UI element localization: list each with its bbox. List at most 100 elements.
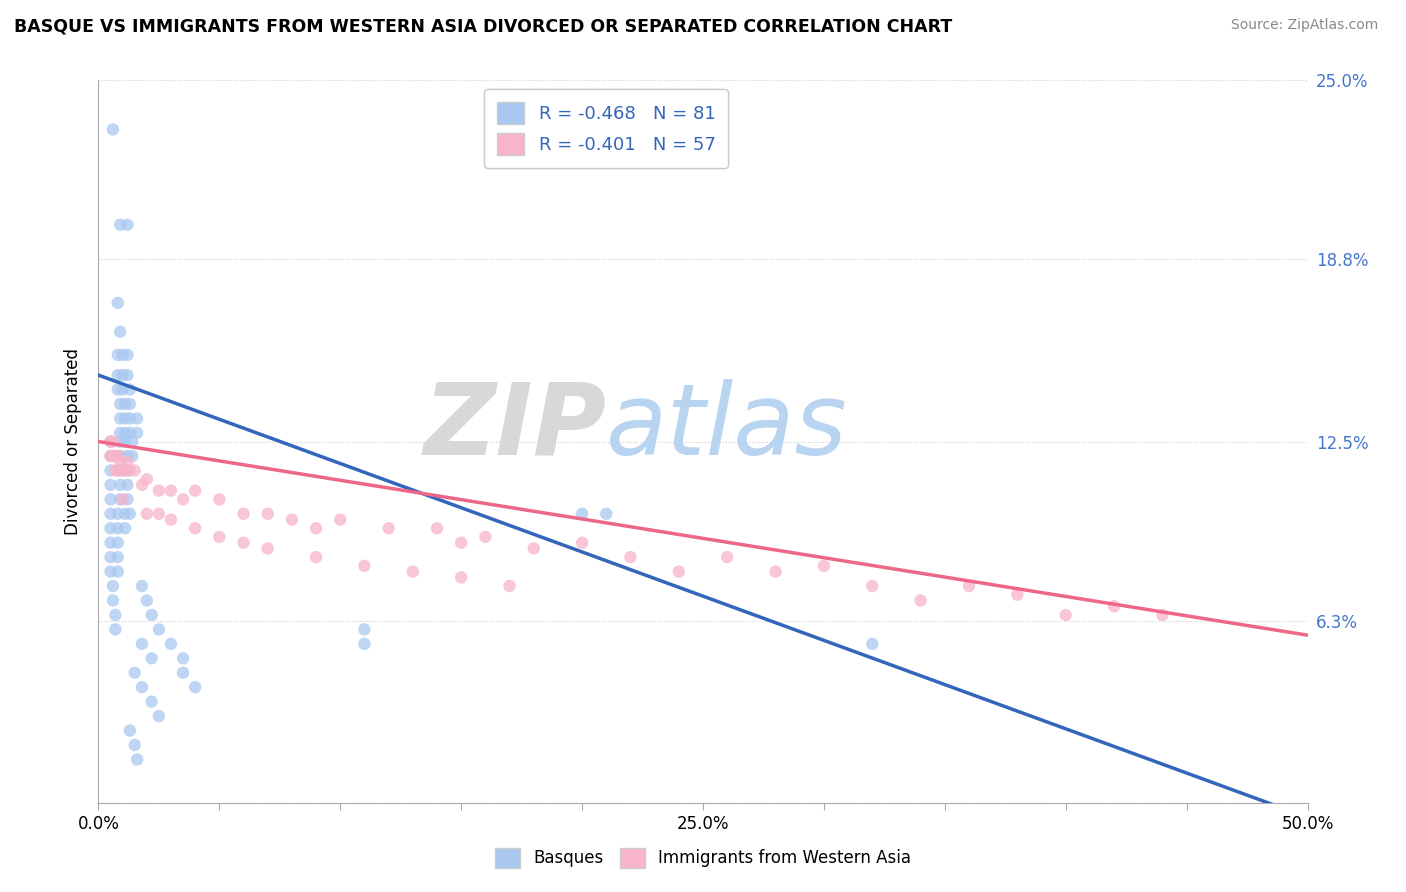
Point	[108, 434, 131, 449]
Point	[571, 507, 593, 521]
Point	[107, 368, 129, 382]
Point	[141, 607, 163, 622]
Point	[104, 623, 127, 637]
Point	[1152, 607, 1174, 622]
Point	[114, 521, 136, 535]
Point	[716, 550, 738, 565]
Point	[131, 579, 153, 593]
Point	[107, 348, 129, 362]
Point	[124, 665, 146, 680]
Point	[498, 579, 520, 593]
Point	[450, 535, 472, 549]
Point	[184, 680, 207, 694]
Point	[114, 463, 136, 477]
Point	[172, 665, 194, 680]
Point	[305, 521, 328, 535]
Point	[117, 478, 139, 492]
Point	[860, 579, 883, 593]
Point	[121, 434, 143, 449]
Point	[141, 695, 163, 709]
Point	[107, 521, 129, 535]
Point	[117, 492, 139, 507]
Point	[135, 472, 157, 486]
Point	[100, 434, 122, 449]
Point	[111, 463, 134, 477]
Point	[114, 425, 136, 440]
Point	[208, 530, 231, 544]
Point	[256, 541, 278, 556]
Point	[124, 738, 146, 752]
Point	[135, 507, 157, 521]
Point	[127, 425, 149, 440]
Point	[101, 579, 124, 593]
Point	[353, 623, 375, 637]
Point	[108, 455, 131, 469]
Y-axis label: Divorced or Separated: Divorced or Separated	[65, 348, 83, 535]
Point	[353, 637, 375, 651]
Point	[571, 535, 593, 549]
Point	[208, 492, 231, 507]
Point	[104, 607, 127, 622]
Point	[148, 623, 170, 637]
Point	[108, 218, 131, 232]
Point	[104, 449, 127, 463]
Point	[100, 449, 122, 463]
Point	[111, 383, 134, 397]
Point	[118, 397, 141, 411]
Point	[100, 507, 122, 521]
Point	[1007, 588, 1029, 602]
Point	[100, 463, 122, 477]
Point	[184, 483, 207, 498]
Point	[100, 521, 122, 535]
Point	[111, 348, 134, 362]
Legend: R = -0.468   N = 81, R = -0.401   N = 57: R = -0.468 N = 81, R = -0.401 N = 57	[485, 89, 728, 168]
Point	[131, 680, 153, 694]
Point	[305, 550, 328, 565]
Point	[121, 449, 143, 463]
Point	[131, 637, 153, 651]
Text: atlas: atlas	[606, 378, 848, 475]
Point	[118, 411, 141, 425]
Point	[131, 478, 153, 492]
Point	[114, 397, 136, 411]
Text: Source: ZipAtlas.com: Source: ZipAtlas.com	[1230, 18, 1378, 32]
Point	[910, 593, 932, 607]
Point	[160, 637, 183, 651]
Point	[117, 449, 139, 463]
Point	[101, 593, 124, 607]
Point	[114, 507, 136, 521]
Point	[474, 530, 496, 544]
Point	[107, 463, 129, 477]
Point	[117, 368, 139, 382]
Point	[256, 507, 278, 521]
Point	[118, 463, 141, 477]
Point	[124, 463, 146, 477]
Point	[135, 593, 157, 607]
Point	[101, 449, 124, 463]
Point	[111, 492, 134, 507]
Point	[160, 483, 183, 498]
Point	[668, 565, 690, 579]
Point	[117, 463, 139, 477]
Point	[1054, 607, 1077, 622]
Point	[100, 565, 122, 579]
Point	[860, 637, 883, 651]
Point	[108, 449, 131, 463]
Point	[148, 483, 170, 498]
Point	[172, 651, 194, 665]
Point	[108, 463, 131, 477]
Point	[353, 558, 375, 573]
Point	[108, 325, 131, 339]
Point	[118, 723, 141, 738]
Point	[117, 218, 139, 232]
Point	[117, 348, 139, 362]
Point	[184, 521, 207, 535]
Point	[160, 512, 183, 526]
Point	[148, 709, 170, 723]
Point	[107, 507, 129, 521]
Point	[619, 550, 641, 565]
Point	[108, 492, 131, 507]
Point	[141, 651, 163, 665]
Point	[377, 521, 399, 535]
Point	[114, 434, 136, 449]
